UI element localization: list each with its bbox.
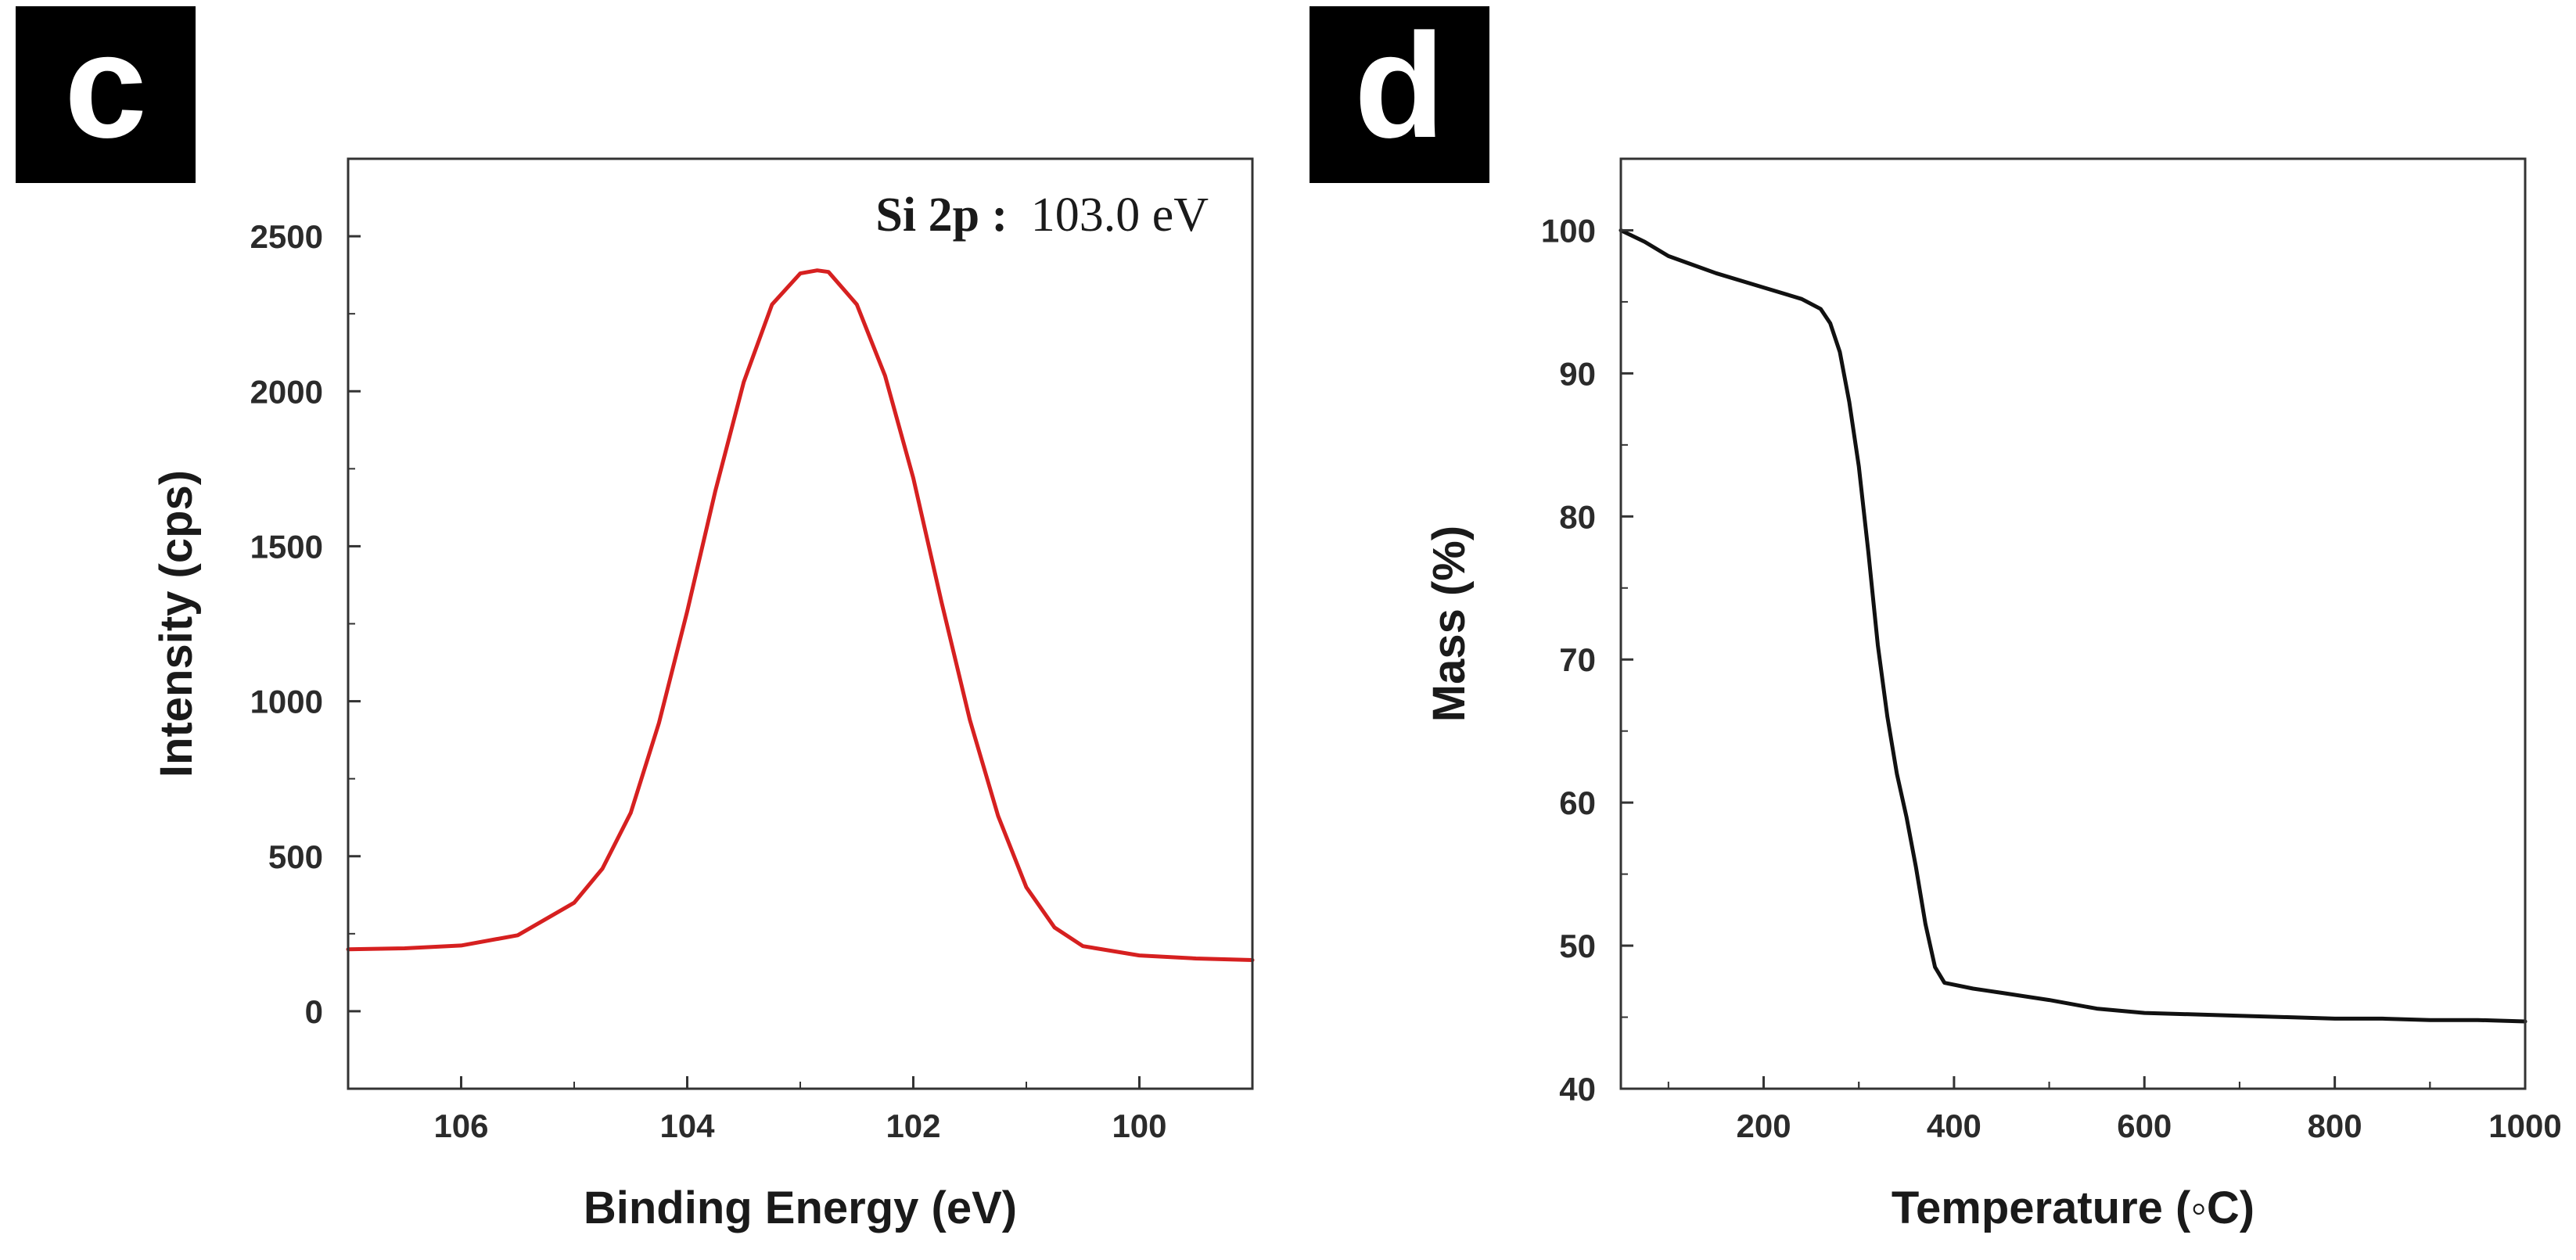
annotation-value: 103.0 eV bbox=[1031, 188, 1209, 242]
y-tick-label: 0 bbox=[305, 993, 323, 1030]
panel-label-d-box bbox=[1310, 6, 1489, 183]
panel-label-c: c bbox=[64, 3, 147, 169]
x-tick-label: 106 bbox=[433, 1107, 488, 1144]
y-tick-label: 100 bbox=[1541, 212, 1596, 249]
panel-label-d: d bbox=[1354, 3, 1445, 169]
y-axis-title-d: Mass (%) bbox=[1424, 526, 1475, 722]
y-tick-label: 2000 bbox=[250, 373, 323, 410]
y-tick-label: 60 bbox=[1559, 784, 1596, 821]
y-tick-label: 500 bbox=[268, 838, 323, 875]
x-tick-label: 200 bbox=[1736, 1107, 1791, 1144]
x-tick-label: 800 bbox=[2308, 1107, 2362, 1144]
y-tick-label: 80 bbox=[1559, 498, 1596, 535]
x-axis-title-c: Binding Energy (eV) bbox=[584, 1183, 1017, 1233]
y-tick-label: 50 bbox=[1559, 928, 1596, 964]
y-tick-label: 70 bbox=[1559, 641, 1596, 678]
x-tick-label: 102 bbox=[886, 1107, 940, 1144]
x-tick-label: 600 bbox=[2117, 1107, 2172, 1144]
peak-annotation: Si 2p : 103.0 eV bbox=[875, 188, 1209, 242]
x-tick-label: 400 bbox=[1927, 1107, 1981, 1144]
x-tick-label: 1000 bbox=[2488, 1107, 2561, 1144]
series-line bbox=[1619, 228, 2527, 1024]
y-axis-title-c: Intensity (cps) bbox=[151, 470, 202, 777]
annotation-bold: Si 2p : bbox=[875, 188, 1008, 242]
y-tick-label: 2500 bbox=[250, 218, 323, 255]
x-axis-title-d: Temperature (◦C) bbox=[1892, 1183, 2254, 1233]
x-tick-label: 104 bbox=[659, 1107, 715, 1144]
plot-frame-d bbox=[1619, 157, 2527, 1090]
y-tick-label: 90 bbox=[1559, 355, 1596, 392]
y-tick-label: 1000 bbox=[250, 684, 323, 720]
x-tick-label: 100 bbox=[1112, 1107, 1166, 1144]
plot-frame-c bbox=[347, 157, 1254, 1090]
y-tick-label: 40 bbox=[1559, 1071, 1596, 1107]
y-tick-label: 1500 bbox=[250, 528, 323, 565]
panel-label-c-box bbox=[16, 6, 196, 183]
series-line bbox=[346, 268, 1255, 962]
chart-panel-d: d 200 400 600 800 1000 40 50 60 70 80 90 100 Temper… bbox=[1310, 3, 2562, 1233]
